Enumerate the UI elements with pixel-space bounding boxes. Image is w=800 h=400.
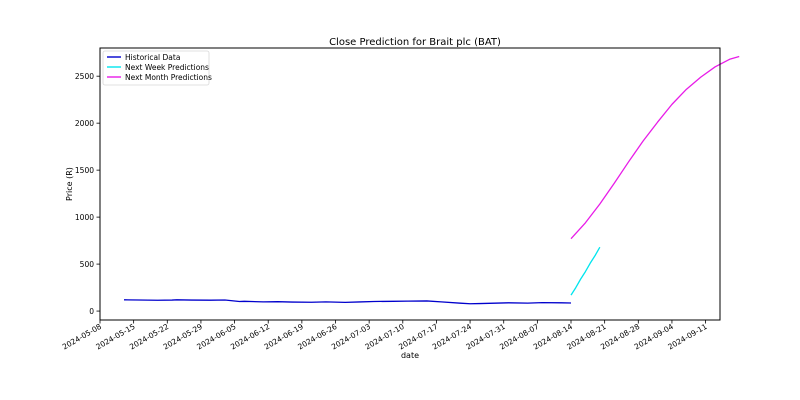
y-axis-label: Price (R): [65, 167, 74, 201]
chart-title: Close Prediction for Brait plc (BAT): [329, 37, 501, 48]
legend: Historical Data Next Week Predictions Ne…: [102, 50, 212, 86]
legend-label-next-month: Next Month Predictions: [125, 73, 212, 82]
legend-label-historical: Historical Data: [125, 53, 180, 62]
y-tick-label: 1000: [75, 213, 94, 222]
legend-box: [102, 50, 210, 86]
y-tick-label: 2000: [75, 119, 94, 128]
y-tick-label: 1500: [75, 166, 94, 175]
series-line-next-month-predictions: [570, 55, 740, 240]
y-axis: 0 500 1000 1500 2000 2500: [75, 72, 100, 316]
plot-lines: [124, 55, 740, 305]
x-axis: 2024-05-082024-05-152024-05-222024-05-29…: [61, 320, 709, 352]
x-axis-label: date: [401, 351, 419, 360]
series-line-historical-data: [124, 299, 572, 305]
legend-label-next-week: Next Week Predictions: [125, 63, 209, 72]
plot-frame: [99, 47, 721, 321]
y-tick-label: 0: [89, 307, 94, 316]
series-line-next-week-predictions: [570, 246, 601, 296]
y-tick-label: 2500: [75, 72, 94, 81]
y-tick-label: 500: [80, 260, 95, 269]
